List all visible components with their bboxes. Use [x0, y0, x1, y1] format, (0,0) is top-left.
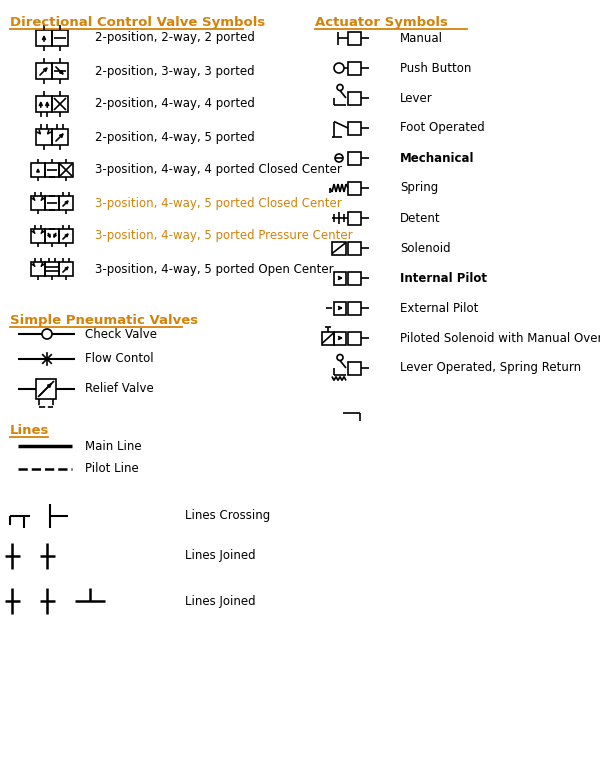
Text: Lever: Lever [400, 91, 433, 104]
Bar [45, 163, 59, 177]
Bar [59, 229, 73, 243]
Text: Simple Pneumatic Valves: Simple Pneumatic Valves [10, 314, 198, 327]
Text: Manual: Manual [400, 32, 443, 44]
Bar [348, 32, 361, 44]
Bar [348, 61, 361, 74]
Bar [31, 196, 45, 210]
Text: Flow Contol: Flow Contol [85, 352, 154, 365]
Bar [45, 229, 59, 243]
Text: Main Line: Main Line [85, 440, 142, 453]
Bar [322, 331, 334, 344]
Bar [348, 91, 361, 104]
Bar [52, 129, 68, 145]
Bar [59, 262, 73, 276]
Text: 2-position, 2-way, 2 ported: 2-position, 2-way, 2 ported [95, 32, 255, 44]
Text: Piloted Solenoid with Manual Override: Piloted Solenoid with Manual Override [400, 331, 600, 344]
Text: Lines Joined: Lines Joined [185, 550, 256, 563]
Bar [348, 211, 361, 224]
Text: 3-position, 4-way, 5 ported Closed Center: 3-position, 4-way, 5 ported Closed Cente… [95, 197, 342, 210]
Bar [348, 302, 361, 314]
Text: Detent: Detent [400, 211, 440, 224]
Text: Check Valve: Check Valve [85, 327, 157, 341]
Bar [348, 331, 361, 344]
Text: Pilot Line: Pilot Line [85, 463, 139, 475]
Bar [31, 163, 45, 177]
Text: Spring: Spring [400, 181, 438, 194]
Bar [59, 163, 73, 177]
Text: Lever Operated, Spring Return: Lever Operated, Spring Return [400, 361, 581, 375]
Bar [36, 379, 56, 399]
Text: Actuator Symbols: Actuator Symbols [315, 16, 448, 29]
Bar [36, 96, 52, 112]
Bar [348, 241, 361, 255]
Text: Directional Control Valve Symbols: Directional Control Valve Symbols [10, 16, 265, 29]
Text: Lines Crossing: Lines Crossing [185, 509, 270, 522]
Bar [52, 30, 68, 46]
Bar [332, 241, 346, 255]
Bar [36, 30, 52, 46]
Bar [348, 272, 361, 285]
Bar [45, 262, 59, 276]
Bar [31, 229, 45, 243]
Text: 2-position, 4-way, 5 ported: 2-position, 4-way, 5 ported [95, 131, 255, 143]
Bar [52, 96, 68, 112]
Bar [348, 361, 361, 375]
Text: Relief Valve: Relief Valve [85, 382, 154, 396]
Bar [36, 129, 52, 145]
Text: Internal Pilot: Internal Pilot [400, 272, 487, 285]
Text: External Pilot: External Pilot [400, 302, 478, 314]
Bar [334, 302, 346, 314]
Bar [348, 181, 361, 194]
Text: 2-position, 3-way, 3 ported: 2-position, 3-way, 3 ported [95, 64, 254, 77]
Text: Lines: Lines [10, 424, 49, 437]
Text: Lines Joined: Lines Joined [185, 594, 256, 608]
Text: 3-position, 4-way, 5 ported Pressure Center: 3-position, 4-way, 5 ported Pressure Cen… [95, 230, 353, 242]
Text: Mechanical: Mechanical [400, 152, 475, 165]
Bar [334, 331, 346, 344]
Bar [334, 272, 346, 285]
Text: 3-position, 4-way, 4 ported Closed Center: 3-position, 4-way, 4 ported Closed Cente… [95, 163, 342, 176]
Bar [45, 196, 59, 210]
Bar [36, 63, 52, 79]
Text: Solenoid: Solenoid [400, 241, 451, 255]
Text: 3-position, 4-way, 5 ported Open Center: 3-position, 4-way, 5 ported Open Center [95, 262, 334, 276]
Bar [59, 196, 73, 210]
Bar [52, 63, 68, 79]
Text: Push Button: Push Button [400, 61, 472, 74]
Bar [348, 122, 361, 135]
Bar [31, 262, 45, 276]
Text: Foot Operated: Foot Operated [400, 122, 485, 135]
Bar [348, 152, 361, 165]
Text: 2-position, 4-way, 4 ported: 2-position, 4-way, 4 ported [95, 98, 255, 111]
